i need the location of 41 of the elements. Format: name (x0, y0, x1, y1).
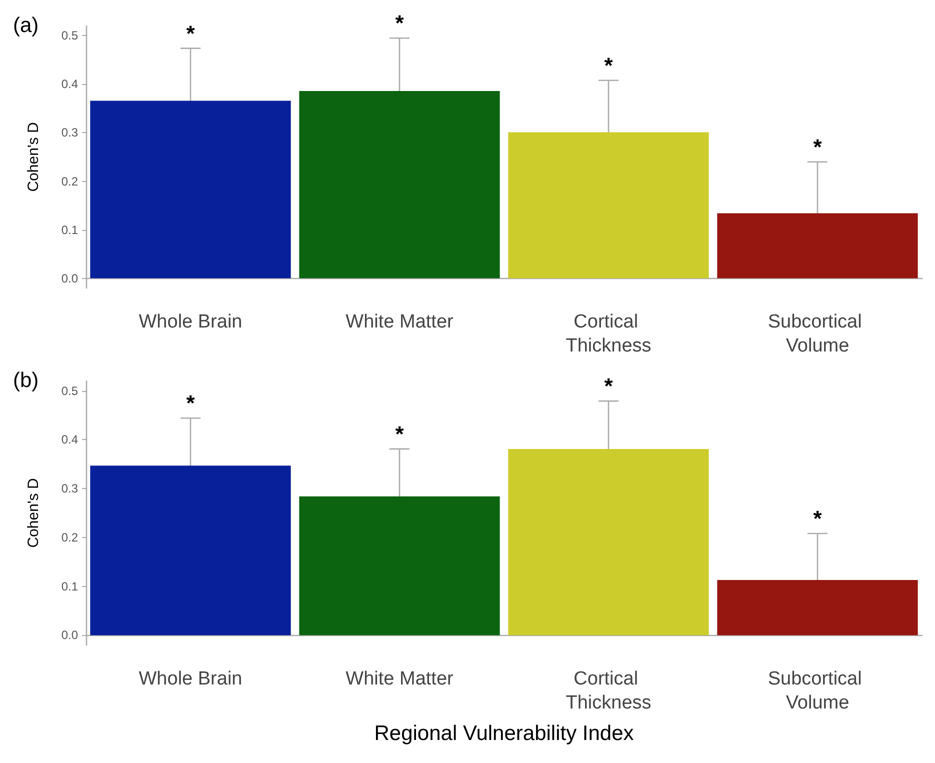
y-tick-label: 0.5 (61, 384, 78, 398)
x-tick-label: Whole Brain (138, 668, 242, 690)
x-tick-label: Subcortical Volume (768, 312, 868, 356)
annotation: * (604, 374, 614, 399)
y-tick-label: 0.1 (61, 579, 78, 594)
y-tick-label: 0.2 (61, 174, 78, 188)
bar (717, 213, 918, 278)
x-axis-title: Regional Vulnerability Index (374, 722, 634, 745)
y-tick-label: 0.2 (61, 530, 78, 544)
y-tick-label: 0.5 (61, 28, 78, 43)
annotation: * (813, 506, 822, 532)
y-tick-label: 0.4 (61, 432, 78, 447)
bar (508, 448, 709, 636)
x-tick-label: Whole Brain (138, 312, 242, 332)
bar (90, 466, 291, 636)
y-axis-title: Cohen's D (25, 478, 42, 548)
bar (508, 132, 709, 278)
y-tick-label: 0.0 (61, 271, 78, 286)
y-tick-label: 0.3 (61, 482, 78, 496)
annotation: * (813, 134, 822, 160)
annotation: * (604, 52, 614, 78)
x-tick-label: White Matter (346, 668, 454, 690)
annotation: * (395, 421, 404, 446)
y-tick-label: 0.1 (61, 222, 78, 237)
annotation: * (186, 20, 196, 46)
x-tick-label: Cortical Thickness (566, 312, 652, 356)
y-axis-title: Cohen's D (25, 122, 42, 192)
x-tick-label: White Matter (346, 312, 454, 332)
bar (299, 496, 500, 636)
bar (90, 100, 291, 278)
x-tick-label: Cortical Thickness (566, 668, 652, 714)
chart-title: (b) (13, 369, 39, 392)
x-tick-label: Subcortical Volume (768, 668, 868, 714)
y-tick-label: 0.4 (61, 77, 78, 92)
annotation: * (186, 390, 196, 416)
y-tick-label: 0.0 (61, 628, 78, 642)
y-tick-label: 0.3 (61, 126, 78, 140)
bar (299, 91, 500, 278)
bar (717, 580, 918, 636)
annotation: * (395, 10, 404, 36)
chart-title: (a) (13, 14, 39, 37)
